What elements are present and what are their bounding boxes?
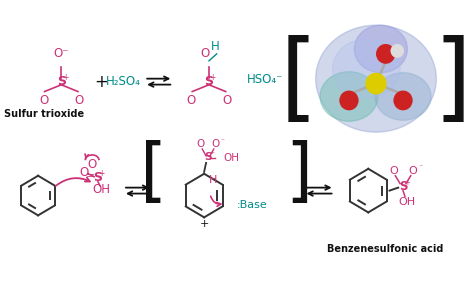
Ellipse shape (333, 39, 400, 99)
Text: Sulfur trioxide: Sulfur trioxide (4, 109, 84, 119)
Circle shape (339, 91, 359, 110)
Ellipse shape (354, 25, 407, 73)
Text: +: + (209, 150, 215, 155)
Circle shape (393, 91, 413, 110)
Text: =: = (85, 171, 95, 181)
Text: H: H (209, 175, 218, 185)
Text: O: O (187, 94, 196, 107)
Text: S: S (204, 152, 212, 162)
Text: +: + (210, 73, 216, 82)
Text: Benzenesulfonic acid: Benzenesulfonic acid (328, 244, 444, 254)
Text: O: O (39, 94, 48, 107)
Text: O⁻: O⁻ (54, 47, 69, 60)
Text: +: + (94, 73, 108, 91)
Text: O: O (211, 139, 220, 149)
Text: ]: ] (285, 140, 312, 207)
Text: S: S (93, 171, 102, 184)
Ellipse shape (316, 25, 437, 132)
Text: +: + (99, 169, 105, 178)
Circle shape (376, 44, 395, 64)
Text: +: + (62, 73, 68, 82)
Text: ]: ] (433, 35, 471, 128)
Text: H₂SO₄: H₂SO₄ (106, 75, 140, 88)
Text: S: S (57, 75, 66, 88)
Text: :Base: :Base (237, 200, 268, 210)
Circle shape (391, 44, 404, 58)
Text: HSO₄⁻: HSO₄⁻ (246, 73, 283, 86)
Ellipse shape (375, 73, 431, 120)
Text: O: O (74, 94, 83, 107)
Text: +: + (404, 180, 410, 186)
Text: O: O (389, 166, 398, 176)
Text: O: O (201, 47, 210, 60)
Text: OH: OH (398, 197, 416, 207)
Text: [: [ (140, 140, 167, 207)
Text: O: O (408, 166, 417, 176)
Text: O: O (88, 158, 97, 171)
Text: H: H (211, 40, 220, 53)
Text: [: [ (280, 35, 318, 128)
Text: O: O (196, 139, 204, 149)
Text: O: O (222, 94, 231, 107)
Text: S: S (399, 180, 407, 193)
Text: S: S (204, 75, 213, 88)
Text: OH: OH (223, 153, 239, 163)
Text: ⁻: ⁻ (220, 136, 225, 146)
Circle shape (365, 73, 387, 94)
Ellipse shape (320, 72, 378, 121)
Text: +: + (200, 219, 209, 229)
Text: OH: OH (93, 183, 111, 196)
Text: ⁻: ⁻ (418, 162, 423, 171)
Text: O: O (80, 166, 89, 179)
